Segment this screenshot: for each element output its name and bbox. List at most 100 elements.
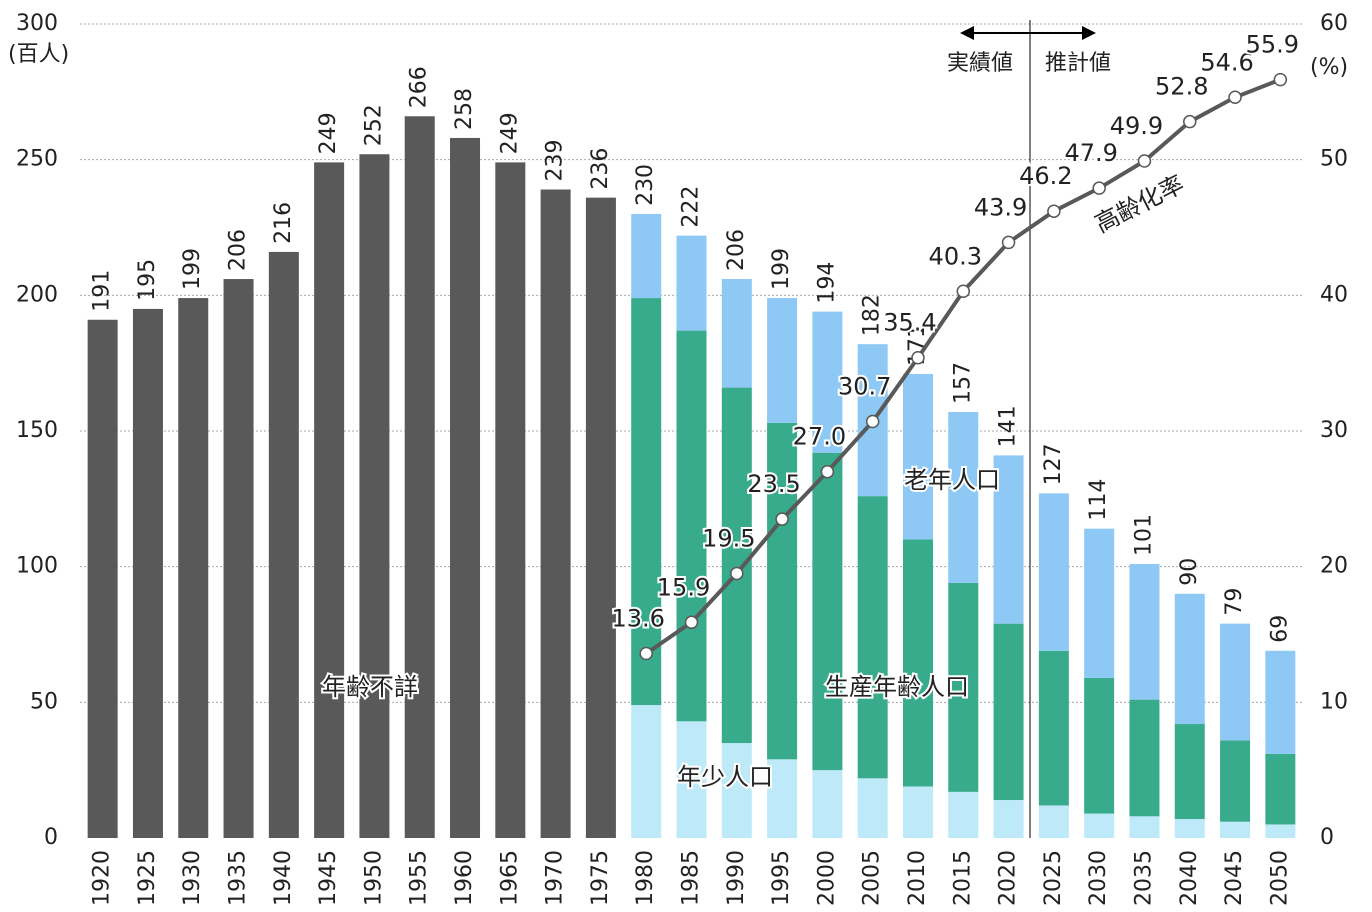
bar <box>1265 753 1296 825</box>
total-label: 258 <box>452 88 477 130</box>
bar <box>1265 824 1296 838</box>
bar <box>404 116 435 838</box>
value-label: 35.4 <box>883 309 936 337</box>
total-label: 141 <box>996 405 1021 447</box>
bar <box>721 743 752 838</box>
x-tick-label: 1985 <box>679 850 704 906</box>
bar <box>1220 740 1251 822</box>
bar <box>631 298 662 706</box>
x-tick-label: 1925 <box>135 850 160 906</box>
value-label: 55.9 <box>1246 31 1299 59</box>
y-tick-label: 100 <box>16 554 58 579</box>
value-label: 52.8 <box>1155 73 1208 101</box>
bar <box>1265 650 1296 754</box>
marker <box>1183 114 1197 129</box>
bar <box>993 455 1024 624</box>
bar <box>631 705 662 838</box>
bar <box>767 298 798 423</box>
value-label: 23.5 <box>747 470 800 498</box>
bar <box>857 778 888 838</box>
x-tick-label: 1935 <box>226 850 251 906</box>
marker <box>1092 181 1106 195</box>
x-tick-label: 2015 <box>950 850 975 906</box>
bar <box>902 374 933 540</box>
bar <box>993 800 1024 838</box>
bar <box>676 235 707 331</box>
bar <box>812 311 843 453</box>
total-label: 206 <box>724 229 749 271</box>
bar <box>585 197 616 839</box>
x-tick-label: 2045 <box>1222 850 1247 906</box>
total-label: 239 <box>543 140 568 182</box>
x-tick-label: 1940 <box>271 850 296 906</box>
marker <box>1137 154 1152 168</box>
y-tick-label: 200 <box>16 282 58 307</box>
marker <box>911 350 925 365</box>
annotation: 実績値 <box>947 51 1013 76</box>
bar <box>1084 813 1115 838</box>
total-label: 69 <box>1267 615 1292 643</box>
bar <box>1220 623 1251 741</box>
bar <box>1084 528 1115 678</box>
marker <box>1001 235 1016 250</box>
total-label: 79 <box>1222 588 1247 616</box>
bar <box>87 319 118 839</box>
marker <box>820 464 835 479</box>
value-label: 15.9 <box>657 573 710 601</box>
y-tick-label: 300 <box>16 11 58 36</box>
bar <box>767 759 798 838</box>
x-tick-label: 2040 <box>1177 850 1202 906</box>
y2-tick-label: 30 <box>1320 418 1348 443</box>
total-label: 199 <box>180 248 205 290</box>
value-label: 27.0 <box>793 423 846 451</box>
value-label: 47.9 <box>1064 139 1117 167</box>
bar <box>223 279 254 838</box>
total-label: 252 <box>361 104 386 146</box>
value-label: 43.9 <box>974 193 1027 221</box>
x-tick-label: 2030 <box>1086 850 1111 906</box>
marker <box>639 646 653 661</box>
bar <box>1038 805 1069 838</box>
x-tick-label: 1930 <box>180 850 205 906</box>
total-label: 222 <box>679 186 704 228</box>
total-label: 127 <box>1041 443 1066 485</box>
bar <box>1174 724 1205 820</box>
bar <box>178 298 209 839</box>
bar <box>540 189 571 839</box>
arrow-head <box>960 26 1096 40</box>
x-tick-label: 1975 <box>588 850 613 906</box>
bar <box>857 496 888 779</box>
annotation: 推計値 <box>1045 51 1111 76</box>
bar <box>1129 563 1160 700</box>
value-label: 40.3 <box>929 242 982 270</box>
bar <box>450 137 481 838</box>
y2-tick-label: 40 <box>1320 282 1348 307</box>
series-label: 高齢化率 <box>1090 170 1188 239</box>
total-label: 266 <box>407 66 432 108</box>
marker <box>1047 204 1061 218</box>
total-label: 191 <box>90 270 115 312</box>
marker <box>775 512 789 526</box>
marker <box>1273 72 1288 87</box>
bar <box>948 791 979 838</box>
value-label: 46.2 <box>1019 162 1072 190</box>
total-label: 249 <box>316 112 341 154</box>
bar <box>902 539 933 787</box>
x-tick-label: 2005 <box>860 850 885 906</box>
total-label: 230 <box>633 164 658 206</box>
marker <box>1228 90 1242 105</box>
y2-tick-label: 50 <box>1320 147 1348 172</box>
bar <box>676 721 707 838</box>
total-label: 195 <box>135 259 160 301</box>
bar <box>721 387 752 744</box>
bar <box>767 422 798 760</box>
value-label: 19.5 <box>702 524 755 552</box>
bar <box>721 279 752 388</box>
x-tick-label: 1995 <box>769 850 794 906</box>
bar <box>1038 650 1069 806</box>
bar <box>1220 821 1251 838</box>
x-tick-label: 2050 <box>1267 850 1292 906</box>
marker <box>956 284 971 299</box>
x-tick-label: 1955 <box>407 850 432 906</box>
